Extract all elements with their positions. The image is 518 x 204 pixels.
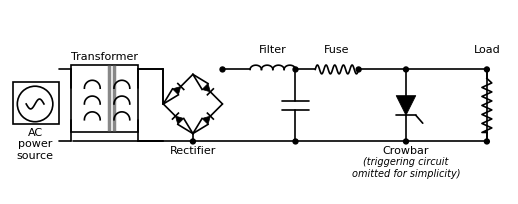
Text: Crowbar: Crowbar [383,146,429,156]
Circle shape [484,139,490,144]
Circle shape [484,68,490,73]
Polygon shape [172,87,181,95]
Text: Filter: Filter [259,44,286,54]
Polygon shape [176,116,184,125]
Text: AC
power
source: AC power source [17,127,53,160]
Circle shape [293,68,298,73]
Polygon shape [396,96,416,116]
Circle shape [191,139,195,144]
Text: (triggering circuit
omitted for simplicity): (triggering circuit omitted for simplici… [352,156,460,178]
Circle shape [293,139,298,144]
Circle shape [220,68,225,73]
Polygon shape [202,116,210,125]
Circle shape [404,68,409,73]
Text: Transformer: Transformer [70,51,138,61]
Polygon shape [202,84,210,92]
Text: Load: Load [473,44,500,54]
Bar [13,83,59,124]
Text: Rectifier: Rectifier [170,146,216,156]
Bar [70,65,138,132]
Circle shape [356,68,361,73]
Circle shape [404,139,409,144]
Text: Fuse: Fuse [324,44,350,54]
